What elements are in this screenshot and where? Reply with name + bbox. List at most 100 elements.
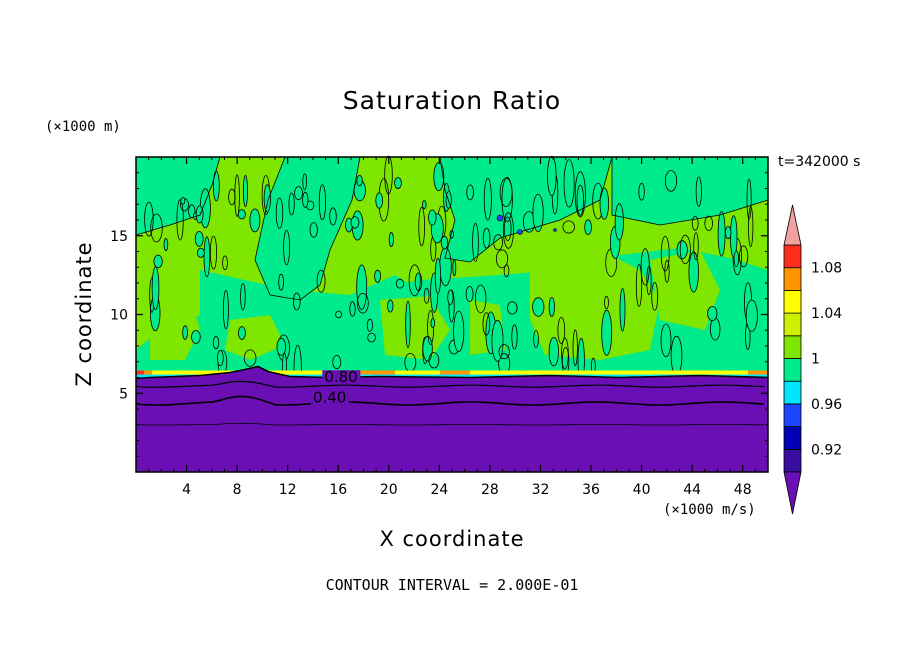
colorbar-bin: [783, 244, 802, 269]
colorbar-label: 0.92: [811, 442, 842, 458]
cyan-band: [136, 374, 768, 378]
small-contour: [501, 176, 513, 222]
small-contour: [548, 337, 559, 367]
small-contour: [356, 264, 368, 310]
small-contour: [614, 203, 624, 241]
small-contour: [679, 234, 691, 265]
small-contour: [693, 232, 699, 261]
small-contour: [263, 184, 271, 213]
small-contour: [151, 266, 160, 311]
small-contour: [507, 301, 518, 315]
colorbar-under-arrow: [783, 471, 802, 515]
small-contour: [394, 177, 402, 189]
small-contour: [710, 317, 721, 341]
small-contour: [278, 273, 284, 291]
small-contour: [234, 174, 240, 217]
small-contour: [664, 170, 678, 192]
small-contour: [387, 299, 394, 313]
small-contour: [601, 309, 613, 356]
colorbar-bin: [783, 267, 802, 291]
small-contour: [349, 301, 356, 317]
small-contour: [660, 235, 670, 272]
small-contour: [195, 205, 204, 224]
small-contour: [638, 183, 645, 201]
small-contour: [212, 170, 220, 202]
small-contour: [212, 336, 220, 350]
small-contour: [547, 155, 557, 197]
x-tick-label: 8: [233, 482, 242, 498]
x-tick-label: 32: [532, 482, 550, 498]
teal-region: [495, 280, 530, 340]
small-contour: [428, 209, 437, 226]
small-contour: [604, 295, 609, 310]
y-tick-label: 15: [110, 229, 128, 245]
small-contour: [465, 285, 474, 302]
low-saturation-layer: [136, 366, 768, 472]
small-contour: [418, 206, 426, 247]
small-contour: [448, 289, 455, 323]
small-contour: [453, 310, 465, 352]
small-contour: [209, 235, 217, 270]
small-contour: [447, 289, 454, 306]
small-contour: [196, 247, 205, 258]
small-contour: [434, 257, 441, 294]
small-contour: [495, 249, 509, 269]
small-contour: [695, 176, 702, 207]
small-contour: [660, 323, 672, 358]
small-contour: [533, 330, 539, 348]
small-contour: [163, 238, 169, 252]
small-contour: [182, 325, 188, 340]
x-axis-label: X coordinate: [379, 527, 525, 551]
small-contour: [563, 159, 575, 208]
small-contour: [717, 211, 726, 257]
x-tick-label: 40: [633, 482, 651, 498]
y-tick-label: 10: [110, 308, 128, 324]
small-contour: [584, 219, 592, 236]
y-tick-label: 5: [119, 386, 128, 402]
time-label: t=342000 s: [778, 154, 861, 170]
small-contour: [356, 292, 369, 314]
small-contour: [557, 316, 566, 344]
small-contour: [318, 184, 326, 221]
x-tick-label: 48: [734, 482, 752, 498]
contour-label: 0.40: [313, 389, 346, 407]
small-contour: [203, 236, 211, 278]
small-contour: [375, 192, 384, 209]
contour-label: 0.80: [324, 368, 357, 386]
x-axis-unit: (×1000 m/s): [663, 502, 756, 518]
colorbar-bin: [783, 448, 802, 473]
colorbar-bin: [783, 426, 802, 450]
contour-interval-note: CONTOUR INTERVAL = 2.000E-01: [325, 576, 579, 594]
small-contour: [408, 264, 421, 297]
small-contour: [335, 310, 343, 319]
small-contour: [651, 281, 659, 311]
small-contour: [640, 248, 650, 286]
small-contour: [332, 355, 342, 370]
x-tick-label: 24: [430, 482, 448, 498]
small-contour: [275, 197, 284, 229]
small-contour: [676, 240, 688, 260]
small-contour: [428, 352, 440, 369]
small-contour: [222, 290, 229, 330]
small-contour: [498, 344, 510, 360]
x-tick-label: 20: [380, 482, 398, 498]
green-region: [650, 250, 720, 330]
green-region: [530, 250, 660, 360]
small-contour: [493, 234, 504, 251]
small-contour: [483, 177, 492, 221]
blue-speck: [553, 228, 557, 232]
small-contour: [191, 330, 201, 344]
small-contour: [532, 193, 544, 233]
contour-line: [135, 365, 769, 380]
small-contour: [237, 326, 246, 340]
colorbar-bin: [783, 403, 802, 427]
small-contour: [430, 318, 436, 329]
small-contour: [452, 259, 457, 277]
small-contour: [733, 250, 739, 267]
small-contour: [240, 283, 246, 311]
small-contour: [572, 329, 578, 367]
small-contour: [670, 335, 683, 376]
green-region: [150, 295, 200, 360]
colorbar-bin: [783, 289, 802, 314]
